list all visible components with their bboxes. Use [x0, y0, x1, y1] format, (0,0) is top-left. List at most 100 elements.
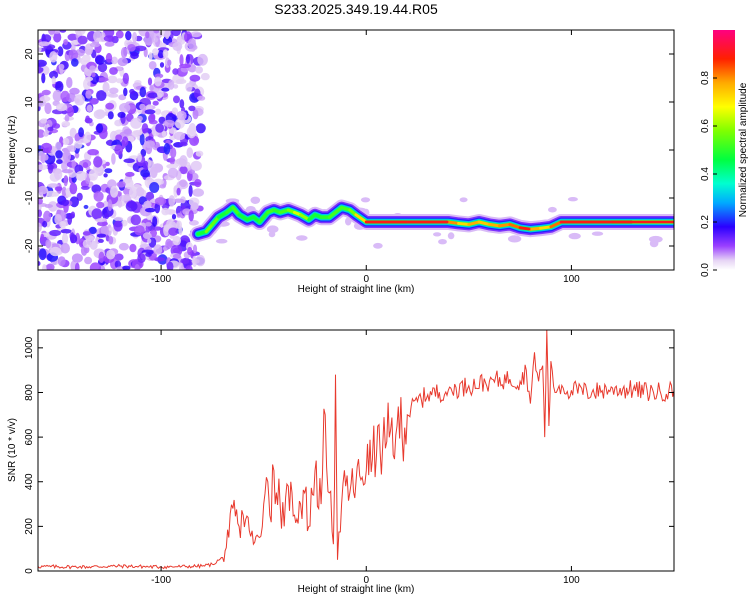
noise-blob [192, 244, 198, 254]
noise-blob [104, 212, 110, 219]
noise-blob [68, 49, 79, 61]
noise-blob [74, 140, 83, 149]
noise-blob [62, 137, 70, 145]
noise-blob [113, 216, 124, 222]
noise-blob [38, 202, 42, 212]
noise-blob [147, 92, 158, 99]
noise-blob [83, 204, 89, 209]
noise-blob [123, 158, 135, 163]
noise-blob [111, 56, 118, 65]
noise-blob [96, 221, 108, 227]
snr-x-tick-label: 100 [563, 575, 580, 586]
noise-blob [190, 31, 202, 38]
noise-blob [447, 232, 455, 240]
noise-blob [59, 221, 67, 228]
noise-blob [179, 99, 185, 109]
noise-blob [125, 30, 132, 41]
noise-blob [38, 261, 41, 266]
noise-blob [55, 81, 64, 93]
noise-blob [95, 55, 105, 65]
noise-blob [103, 35, 115, 42]
noise-blob [82, 239, 92, 248]
noise-blob [117, 111, 126, 118]
noise-blob [89, 240, 98, 250]
noise-blob [141, 123, 149, 134]
spectrogram-y-tick-label: -10 [24, 190, 35, 205]
noise-blob [180, 258, 190, 265]
noise-blob [96, 201, 105, 209]
noise-blob [173, 131, 186, 141]
noise-blob [433, 232, 442, 237]
noise-blob [39, 95, 51, 102]
spectrogram-x-tick-label: 100 [563, 274, 580, 285]
noise-blob [52, 123, 61, 129]
noise-blob [153, 30, 160, 34]
noise-blob [192, 255, 198, 268]
noise-blob [107, 199, 113, 212]
noise-blob [149, 85, 154, 92]
noise-blob [86, 104, 93, 112]
noise-blob [123, 87, 128, 97]
noise-blob [104, 41, 115, 47]
noise-blob [148, 52, 153, 60]
colorbar-gradient [713, 30, 735, 270]
noise-blob [108, 93, 119, 98]
noise-blob [47, 126, 54, 132]
noise-blob [115, 30, 124, 39]
noise-blob [149, 182, 160, 193]
noise-blob [130, 51, 139, 60]
noise-blob [168, 127, 177, 134]
noise-blob [172, 41, 183, 52]
snr-x-ticks: -100 0 100 [151, 330, 580, 586]
noise-blob [176, 212, 182, 218]
noise-blob [179, 141, 188, 147]
noise-blob [187, 38, 197, 50]
signal-track-segment [528, 226, 543, 231]
noise-blob [75, 170, 87, 181]
noise-blob [54, 214, 62, 225]
noise-blob [144, 109, 156, 115]
noise-blob [186, 54, 190, 64]
noise-blob [129, 243, 137, 253]
noise-blob [84, 131, 92, 143]
noise-blob [166, 261, 174, 270]
noise-blob [89, 262, 101, 270]
noise-blob [567, 197, 578, 202]
noise-blob [117, 200, 123, 208]
noise-blob [62, 150, 71, 162]
noise-blob [54, 186, 63, 192]
noise-blob [96, 123, 104, 134]
noise-blob [52, 89, 62, 102]
colorbar-tick-label: 0.4 [700, 167, 711, 181]
noise-blob [38, 41, 50, 47]
noise-blob [114, 260, 122, 269]
colorbar-tick-label: 0.2 [700, 215, 711, 229]
noise-blob [145, 252, 152, 257]
noise-blob [96, 233, 107, 238]
noise-blob [140, 169, 151, 178]
noise-blob [154, 76, 162, 87]
noise-blob [128, 187, 137, 199]
noise-blob [137, 152, 142, 163]
noise-blob [58, 63, 65, 70]
noise-blob [185, 265, 193, 270]
noise-blob [45, 239, 52, 249]
noise-blob [148, 61, 157, 70]
noise-blob [188, 105, 196, 112]
noise-blob [70, 211, 75, 218]
noise-blob [179, 63, 192, 69]
noise-blob [179, 166, 188, 175]
noise-blob [93, 109, 106, 120]
noise-blob [81, 54, 91, 63]
noise-blob [507, 235, 522, 243]
colorbar-tick-label: 0.8 [700, 71, 711, 85]
noise-blob [172, 253, 181, 259]
noise-blob [130, 117, 142, 129]
noise-blob [137, 253, 146, 264]
noise-blob [49, 246, 62, 257]
noise-blob [38, 209, 42, 218]
noise-blob [154, 202, 161, 214]
noise-blob [106, 249, 116, 260]
noise-blob [114, 144, 124, 155]
